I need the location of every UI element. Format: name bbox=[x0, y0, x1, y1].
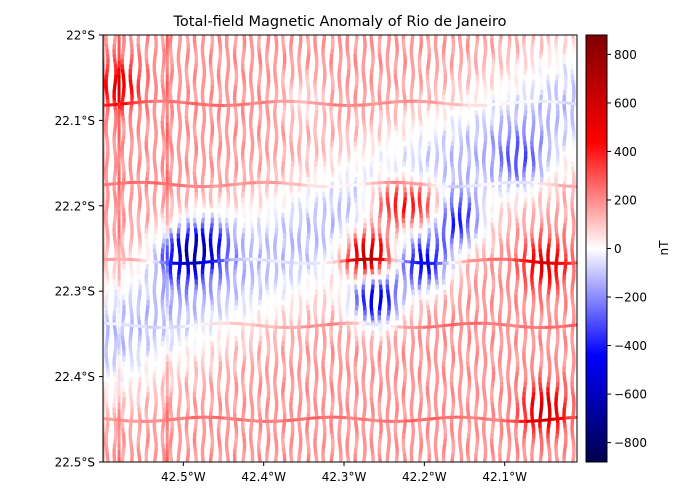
flight-line bbox=[441, 35, 448, 462]
flight-line-segment bbox=[378, 458, 382, 462]
flight-line-segment bbox=[258, 458, 262, 462]
flight-line-segment bbox=[218, 458, 222, 462]
flight-line-segment bbox=[362, 458, 366, 462]
flight-line bbox=[305, 35, 311, 462]
flight-line bbox=[168, 35, 174, 462]
flight-line bbox=[184, 35, 191, 462]
flight-line bbox=[562, 35, 568, 462]
flight-line bbox=[530, 35, 536, 462]
flight-line bbox=[208, 35, 215, 462]
flight-line bbox=[538, 35, 544, 462]
flight-line bbox=[425, 35, 432, 462]
flight-line bbox=[546, 35, 552, 462]
flight-line bbox=[265, 35, 271, 462]
flight-line bbox=[385, 35, 391, 462]
flight-line-segment bbox=[482, 458, 487, 462]
flight-line-segment bbox=[289, 458, 294, 462]
flight-line-segment bbox=[555, 458, 559, 462]
flight-line bbox=[522, 35, 528, 462]
flight-line-segment bbox=[112, 458, 117, 462]
flight-line bbox=[104, 35, 110, 462]
flight-line bbox=[369, 35, 375, 462]
flight-line bbox=[257, 35, 263, 462]
flight-line bbox=[128, 35, 134, 462]
flight-line bbox=[498, 35, 504, 462]
flight-line bbox=[136, 35, 142, 462]
flight-line bbox=[224, 35, 231, 462]
flight-line bbox=[216, 35, 223, 462]
flight-line-segment bbox=[144, 458, 149, 462]
flight-line bbox=[449, 35, 456, 462]
flight-line bbox=[433, 35, 440, 462]
flight-line-segment bbox=[427, 458, 431, 462]
map-area bbox=[103, 35, 577, 462]
flight-line bbox=[337, 35, 343, 462]
flight-line bbox=[289, 35, 295, 462]
flight-line-segment bbox=[410, 458, 414, 462]
flight-line bbox=[321, 35, 327, 462]
flight-line bbox=[514, 35, 520, 462]
flight-line bbox=[160, 35, 166, 462]
flight-line bbox=[313, 35, 319, 462]
flight-line bbox=[417, 35, 423, 462]
flight-line-segment bbox=[466, 458, 471, 462]
flight-line-segment bbox=[530, 458, 534, 462]
flight-line bbox=[377, 35, 383, 462]
chart-title: Total-field Magnetic Anomaly of Rio de J… bbox=[173, 14, 507, 30]
flight-line bbox=[554, 35, 560, 462]
flight-line bbox=[232, 35, 239, 462]
flight-line bbox=[506, 35, 512, 462]
flight-line bbox=[457, 35, 464, 462]
flight-line bbox=[281, 35, 287, 462]
flight-line bbox=[465, 35, 472, 462]
flight-line bbox=[297, 35, 303, 462]
flight-line bbox=[353, 35, 359, 462]
flight-line-segment bbox=[185, 458, 190, 462]
flight-line bbox=[570, 35, 576, 462]
flight-line-segment bbox=[321, 458, 326, 462]
flight-line bbox=[361, 35, 367, 462]
flight-line-segment bbox=[498, 458, 503, 462]
flight-line bbox=[345, 35, 351, 462]
flight-line-segment bbox=[129, 458, 134, 462]
flight-line bbox=[192, 35, 199, 462]
flight-line bbox=[152, 35, 158, 462]
flight-line bbox=[401, 35, 407, 462]
flight-line bbox=[144, 35, 150, 462]
flight-line-segment bbox=[450, 458, 454, 462]
flight-line-segment bbox=[169, 458, 174, 462]
flight-line bbox=[240, 35, 247, 462]
flight-line-segment bbox=[515, 458, 520, 462]
flight-line-segment bbox=[306, 458, 311, 462]
flight-line bbox=[329, 35, 335, 462]
flight-line bbox=[473, 35, 480, 462]
flight-line bbox=[200, 35, 207, 462]
flight-line bbox=[489, 35, 496, 462]
flight-line-segment bbox=[233, 458, 237, 462]
flight-line bbox=[120, 35, 126, 462]
flight-line-segment bbox=[394, 458, 399, 462]
flight-line bbox=[393, 35, 399, 462]
flight-line bbox=[409, 35, 415, 462]
flight-line bbox=[481, 35, 488, 462]
flight-line-segment bbox=[273, 458, 278, 462]
flight-line-segment bbox=[153, 458, 157, 462]
flight-line-segment bbox=[201, 458, 205, 462]
flight-line bbox=[112, 35, 118, 462]
flight-line bbox=[248, 35, 255, 462]
flight-line-segment bbox=[338, 458, 343, 462]
flight-line bbox=[273, 35, 279, 462]
flight-line bbox=[176, 35, 182, 462]
